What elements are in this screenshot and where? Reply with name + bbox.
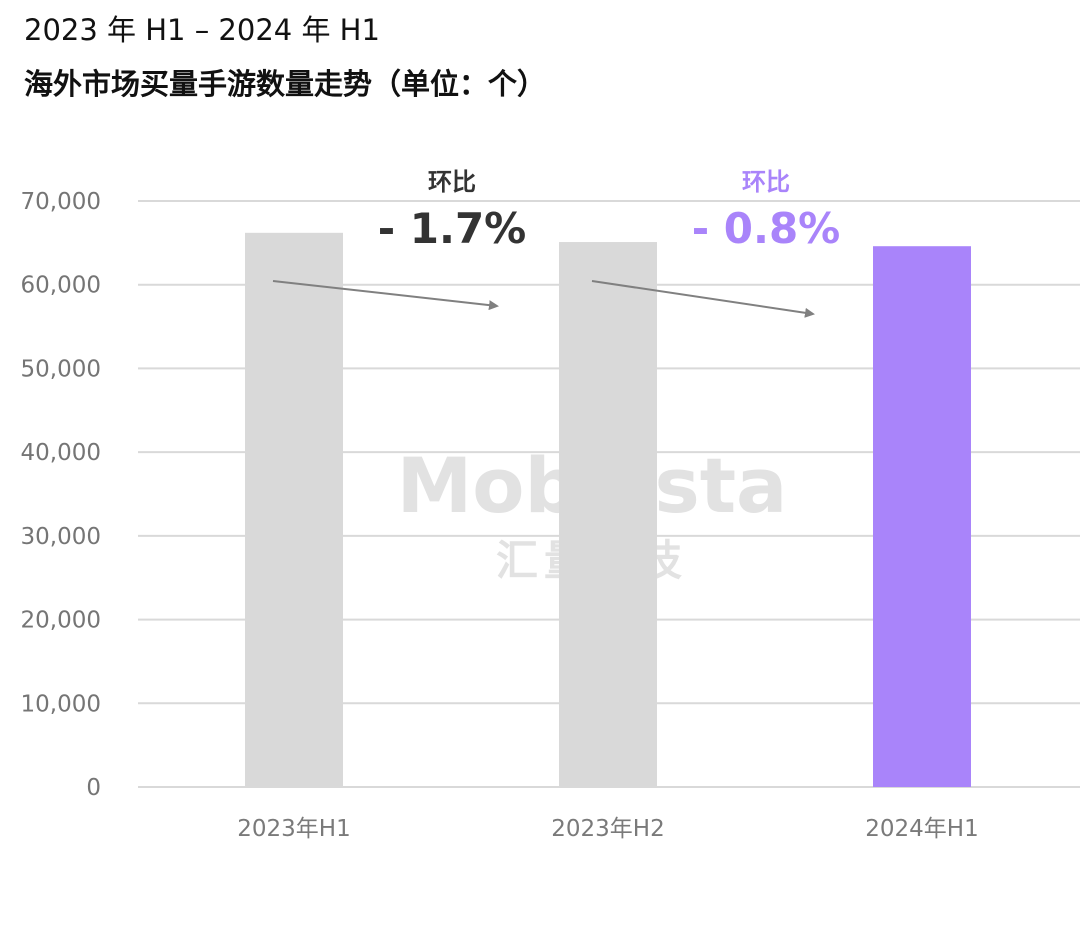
- chart-title-period: 2023 年 H1 – 2024 年 H1: [24, 13, 380, 47]
- change-arrow: [272, 280, 499, 311]
- y-tick-label: 40,000: [21, 440, 101, 466]
- chart-title-block: 2023 年 H1 – 2024 年 H1 海外市场买量手游数量走势（单位：个）: [24, 10, 546, 104]
- y-axis-ticks: 0 10,000 20,000 30,000 40,000 50,000 60,000 70,…: [21, 189, 101, 801]
- bar: [559, 242, 657, 787]
- y-tick-label: 30,000: [21, 524, 101, 550]
- change-value: - 0.8%: [692, 204, 841, 253]
- y-tick-label: 50,000: [21, 356, 101, 382]
- change-caption: 环比: [428, 168, 476, 196]
- bar: [245, 232, 343, 788]
- y-tick-label: 20,000: [21, 608, 101, 634]
- y-tick-label: 70,000: [21, 189, 101, 215]
- y-tick-label: 0: [86, 775, 101, 801]
- x-tick-label: 2023年H1: [237, 816, 350, 842]
- y-tick-label: 60,000: [21, 273, 101, 299]
- x-tick-label: 2024年H1: [865, 816, 978, 842]
- bar: [873, 246, 971, 788]
- change-caption: 环比: [742, 168, 790, 196]
- change-value: - 1.7%: [378, 204, 527, 253]
- change-arrow: [591, 280, 815, 318]
- bars: [245, 232, 971, 788]
- x-tick-label: 2023年H2: [551, 816, 664, 842]
- y-tick-label: 10,000: [21, 691, 101, 717]
- change-annotations: 环比 - 1.7% 环比 - 0.8%: [272, 168, 841, 318]
- chart-title-main: 海外市场买量手游数量走势（单位：个）: [24, 67, 547, 101]
- x-axis-labels: 2023年H1 2023年H2 2024年H1: [237, 816, 978, 842]
